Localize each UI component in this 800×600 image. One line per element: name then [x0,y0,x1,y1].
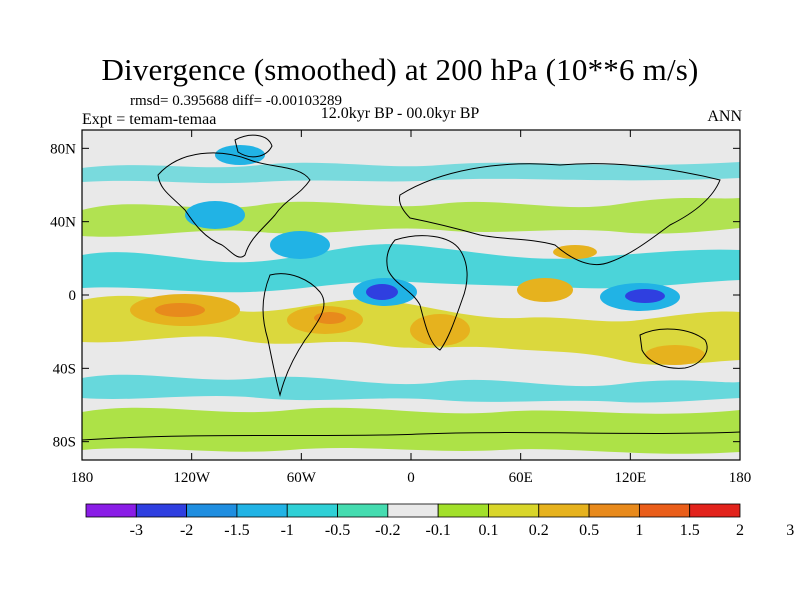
australia-divergence [645,345,705,365]
colorbar-swatch [588,503,640,518]
colorbar-swatch [638,503,691,518]
lon-tick-label: 60W [287,470,317,486]
lon-tick-label: 0 [407,470,415,486]
colorbar-label: 2 [736,522,744,539]
africa-outline [386,235,468,351]
colorbar-swatch [387,503,439,518]
band-equatorial [82,244,740,293]
pacific-convergence-core [625,289,665,303]
period-label: 12.0kyr BP - 00.0kyr BP [320,105,480,122]
indian-ocean-divergence [517,278,573,302]
colorbar-swatch [437,503,489,518]
experiment-label: Expt = temam-temaa [82,111,217,128]
colorbar-label: 1.5 [680,522,700,539]
lat-tick-label: 80S [53,435,76,451]
north-america-outline [157,152,311,258]
lat-tick-label: 0 [69,288,77,304]
colorbar-swatch [85,503,137,518]
stats-text: rmsd= 0.395688 diff= -0.00103289 [130,93,343,109]
band-southern-ocean [82,407,740,454]
colorbar-label: -1 [281,522,294,539]
colorbar-label: -1.5 [224,522,249,539]
lat-tick-label: 40S [53,361,76,377]
longitude-axis: 180 120W 60W 0 60E 120E 180 [71,130,752,486]
greenland-outline [234,134,273,158]
colorbar-label: -2 [180,522,193,539]
colorbar: -3 -2 -1.5 -1 -0.5 -0.2 -0.1 0.1 0.2 0.5 1 1.5 2 3 [85,503,794,539]
colorbar-swatch [186,503,238,518]
south-america-outline [262,273,325,397]
colorbar-swatch [538,503,590,518]
lat-tick-label: 40N [50,215,76,231]
africa-divergence [410,314,470,346]
lon-tick-label: 180 [71,470,94,486]
season-label: ANN [707,108,742,125]
colorbar-label: -0.5 [325,522,350,539]
antarctica-outline [82,431,740,441]
greenland-convergence [215,145,265,165]
australia-outline [639,328,708,369]
east-pacific-divergence-core [155,303,205,317]
field-layer [82,145,740,454]
colorbar-label: -3 [130,522,143,539]
lon-tick-label: 120W [173,470,211,486]
colorbar-label: 0.2 [529,522,549,539]
colorbar-label: 1 [635,522,643,539]
latitude-axis: 80N 40N 0 40S 80S [50,141,740,451]
arabia-divergence [553,245,597,259]
coastlines [82,134,740,441]
colorbar-label: -0.1 [425,522,450,539]
south-america-core [314,312,346,324]
colorbar-swatch [337,503,389,518]
lon-tick-label: 180 [729,470,752,486]
band-north-midlat [82,198,740,237]
chart-title: Divergence (smoothed) at 200 hPa (10**6 … [101,52,699,87]
lon-tick-label: 120E [614,470,646,486]
lat-tick-label: 80N [50,141,76,157]
lon-tick-label: 60E [509,470,533,486]
colorbar-swatch [689,503,741,518]
north-america-convergence [185,201,245,229]
colorbar-swatch [488,503,540,518]
colorbar-label: 0.5 [579,522,599,539]
colorbar-swatch [135,503,188,518]
colorbar-label: -0.2 [375,522,400,539]
atlantic-convergence-core [366,284,398,300]
colorbar-label: 3 [786,522,794,539]
band-arctic [82,162,740,184]
colorbar-swatch [286,503,338,518]
eurasia-outline [399,163,721,266]
colorbar-swatch [236,503,288,518]
band-south-midlat [82,374,740,403]
colorbar-label: 0.1 [478,522,498,539]
west-atlantic-convergence [270,231,330,259]
